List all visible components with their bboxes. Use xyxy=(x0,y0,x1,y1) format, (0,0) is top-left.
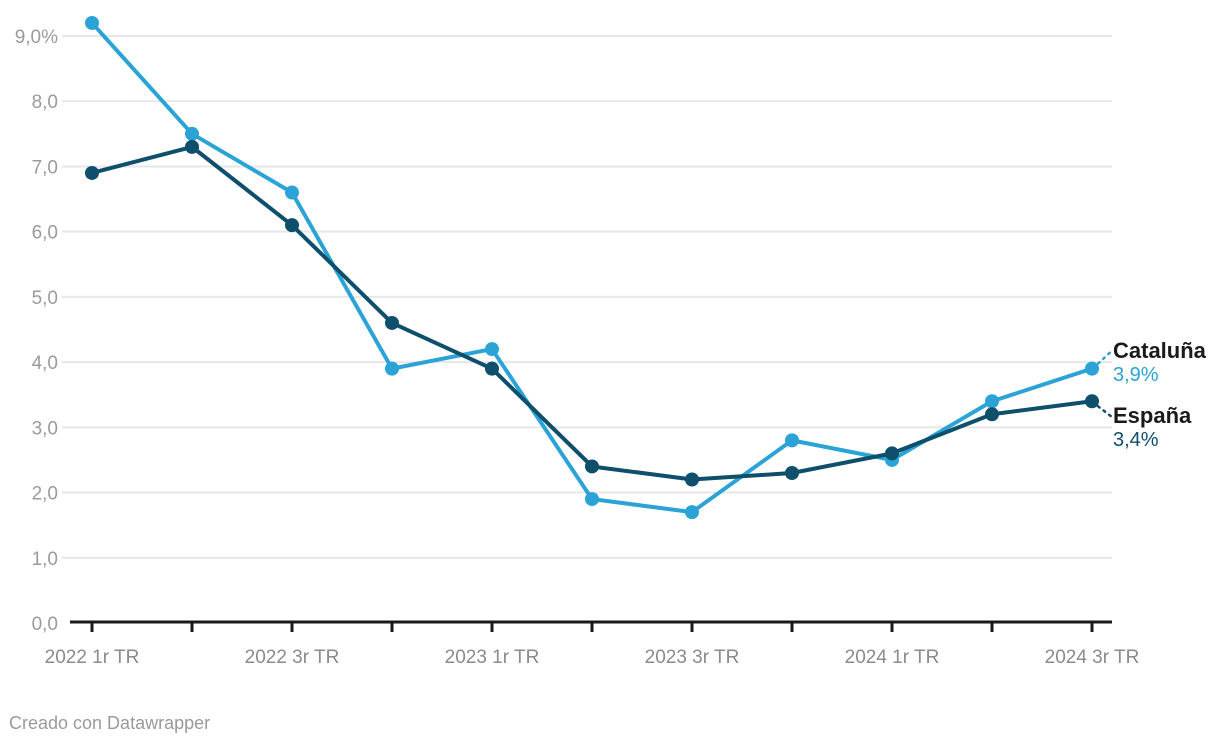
data-point-marker[interactable] xyxy=(1085,361,1099,376)
y-axis-tick-label: 8,0 xyxy=(32,92,58,113)
data-point-marker[interactable] xyxy=(285,218,299,233)
y-axis-tick-label: 5,0 xyxy=(32,288,58,309)
data-point-marker[interactable] xyxy=(685,472,699,487)
data-point-marker[interactable] xyxy=(1085,394,1099,409)
series-label-cataluna: Cataluña 3,9% xyxy=(1113,338,1206,388)
x-axis-tick-label: 2022 3r TR xyxy=(245,647,340,668)
series-line-0 xyxy=(90,20,1094,515)
y-axis-tick-label: 3,0 xyxy=(32,418,58,439)
data-point-marker[interactable] xyxy=(385,315,399,330)
data-point-marker[interactable] xyxy=(285,185,299,200)
data-point-marker[interactable] xyxy=(785,465,799,480)
data-point-marker[interactable] xyxy=(985,394,999,409)
data-point-marker[interactable] xyxy=(485,361,499,376)
data-point-marker[interactable] xyxy=(385,361,399,376)
label-connector-line xyxy=(1096,350,1113,365)
label-connector-line xyxy=(1096,404,1113,418)
series-label-espana: España 3,4% xyxy=(1113,403,1191,453)
x-axis-tick-label: 2024 1r TR xyxy=(845,647,940,668)
data-point-marker[interactable] xyxy=(85,165,99,180)
data-point-marker[interactable] xyxy=(685,505,699,520)
series-name-cataluna: Cataluña xyxy=(1113,337,1206,363)
y-axis-tick-label: 0,0 xyxy=(32,614,58,635)
data-point-marker[interactable] xyxy=(885,446,899,461)
y-axis-tick-label: 7,0 xyxy=(32,157,58,178)
data-point-marker[interactable] xyxy=(785,433,799,448)
datawrapper-credit-link[interactable]: Creado con Datawrapper xyxy=(9,713,211,733)
data-point-marker[interactable] xyxy=(585,492,599,507)
y-axis-tick-label: 4,0 xyxy=(32,353,58,374)
series-name-espana: España xyxy=(1113,403,1192,429)
x-axis-tick-label: 2023 3r TR xyxy=(645,647,740,668)
x-axis-tick-label: 2023 1r TR xyxy=(445,647,540,668)
data-point-marker[interactable] xyxy=(85,15,99,30)
x-axis-tick-label: 2022 1r TR xyxy=(45,647,140,668)
series-end-value-cataluna: 3,9% xyxy=(1113,363,1159,386)
data-point-marker[interactable] xyxy=(185,126,199,141)
y-axis-tick-label: 1,0 xyxy=(32,549,58,570)
series-end-value-espana: 3,4% xyxy=(1113,429,1159,452)
data-point-marker[interactable] xyxy=(985,407,999,422)
x-axis-tick-label: 2024 3r TR xyxy=(1045,647,1140,668)
data-point-marker[interactable] xyxy=(585,459,599,474)
data-point-marker[interactable] xyxy=(185,139,199,154)
data-point-marker[interactable] xyxy=(485,342,499,357)
y-axis-tick-label: 9,0% xyxy=(15,27,58,48)
y-axis-tick-label: 2,0 xyxy=(32,484,58,505)
y-axis-tick-label: 6,0 xyxy=(32,223,58,244)
